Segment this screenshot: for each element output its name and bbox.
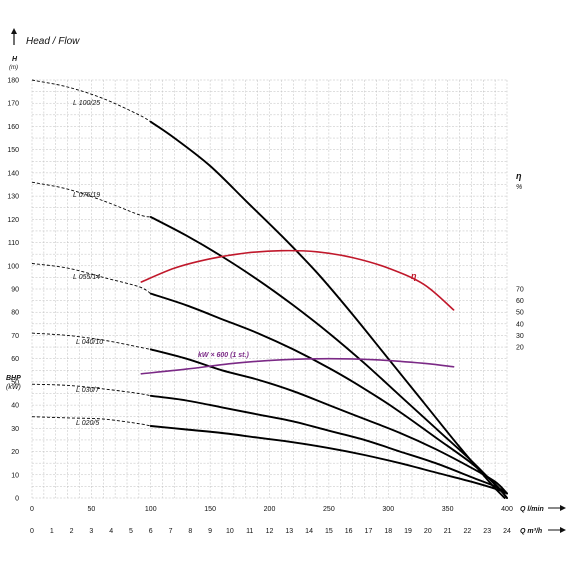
series-4-line <box>149 394 508 495</box>
x2-tick-label: 10 <box>226 528 234 535</box>
tick-labels: 0102030405060708090100110120130140150160… <box>7 78 524 536</box>
x-tick-label: 400 <box>501 506 513 513</box>
series-4-shutoff-line <box>31 383 151 397</box>
efficiency-tick-label: 40 <box>516 321 524 328</box>
y-axis-label: H <box>12 56 18 63</box>
y-tick-label: 40 <box>11 403 19 410</box>
series-2-shutoff-line <box>31 263 152 294</box>
x-tick-label: 0 <box>30 506 34 513</box>
x2-tick-label: 12 <box>266 528 274 535</box>
y-tick-label: 170 <box>7 101 19 108</box>
grid <box>31 79 508 499</box>
curves <box>31 79 508 499</box>
label-l100-25: L 100/25 <box>73 100 100 107</box>
y-tick-label: 30 <box>11 426 19 433</box>
x2-tick-label: 20 <box>424 528 432 535</box>
x-axis-arrow-icon <box>548 505 566 511</box>
label-l030-7: L 030/7 <box>76 387 100 394</box>
x-tick-label: 200 <box>264 506 276 513</box>
efficiency-axis-label: η <box>516 171 522 181</box>
y-tick-label: 150 <box>7 147 19 154</box>
x-tick-label: 100 <box>145 506 157 513</box>
bhp-axis-label: BHP <box>6 375 21 382</box>
bhp-axis-unit: (kW) <box>6 384 21 391</box>
y-tick-label: 90 <box>11 287 19 294</box>
x-tick-label: 50 <box>87 506 95 513</box>
y-tick-label: 50 <box>11 379 19 386</box>
series-6-line <box>140 249 455 311</box>
series-0-line <box>149 120 506 499</box>
x2-tick-label: 23 <box>483 528 491 535</box>
y-tick-label: 100 <box>7 263 19 270</box>
x-axis-label-lmin: Q l/min <box>520 506 544 513</box>
y-tick-label: 130 <box>7 194 19 201</box>
y-tick-label: 120 <box>7 217 19 224</box>
efficiency-tick-label: 30 <box>516 333 524 340</box>
y-tick-label: 160 <box>7 124 19 131</box>
y-tick-label: 110 <box>8 240 19 247</box>
chart-title: Head / Flow <box>26 36 80 47</box>
x2-tick-label: 1 <box>50 528 54 535</box>
x-axis-label-m3h: Q m³/h <box>520 528 542 535</box>
label-power: kW × 600 (1 st.) <box>198 352 249 359</box>
label-l075-19: L 075/19 <box>73 192 100 199</box>
series-1-shutoff-line <box>31 181 151 218</box>
x2-tick-label: 3 <box>89 528 93 535</box>
efficiency-tick-label: 60 <box>516 298 524 305</box>
efficiency-axis-unit: % <box>516 184 522 191</box>
x-tick-label: 300 <box>382 506 394 513</box>
x-tick-label: 150 <box>204 506 216 513</box>
x2-tick-label: 9 <box>208 528 212 535</box>
label-l020-5: L 020/5 <box>76 420 99 427</box>
x2-tick-label: 19 <box>404 528 412 535</box>
series-1-line <box>149 216 508 499</box>
x2-tick-label: 24 <box>503 528 511 535</box>
efficiency-tick-label: 20 <box>516 345 524 352</box>
efficiency-tick-label: 70 <box>516 287 524 294</box>
y-tick-label: 140 <box>7 170 19 177</box>
x2-tick-label: 5 <box>129 528 133 535</box>
x2-tick-label: 4 <box>109 528 113 535</box>
x2-tick-label: 11 <box>246 528 253 535</box>
x2-tick-label: 0 <box>30 528 34 535</box>
x2-tick-label: 22 <box>464 528 472 535</box>
series-7-line <box>140 357 455 375</box>
series-3-shutoff-line <box>31 332 151 350</box>
x2-tick-label: 8 <box>188 528 192 535</box>
y-tick-label: 60 <box>11 356 19 363</box>
efficiency-tick-label: 50 <box>516 310 524 317</box>
x2-axis-arrow-icon <box>548 527 566 533</box>
x2-tick-label: 15 <box>325 528 333 535</box>
y-tick-label: 0 <box>15 496 19 503</box>
series-2-line <box>149 292 508 499</box>
series-5-line <box>149 425 508 495</box>
y-tick-label: 70 <box>11 333 19 340</box>
x2-tick-label: 7 <box>169 528 173 535</box>
x2-tick-label: 17 <box>365 528 373 535</box>
label-l040-10: L 040/10 <box>76 339 103 346</box>
title-arrow-icon <box>11 28 17 45</box>
x2-tick-label: 18 <box>384 528 392 535</box>
label-efficiency: η <box>411 271 417 281</box>
series-3-line <box>149 348 508 495</box>
x-tick-label: 250 <box>323 506 335 513</box>
label-l055-14: L 055/14 <box>73 274 100 281</box>
x2-tick-label: 16 <box>345 528 353 535</box>
y-axis-unit: (m) <box>9 65 18 71</box>
x2-tick-label: 14 <box>305 528 313 535</box>
y-tick-label: 10 <box>11 472 19 479</box>
y-tick-label: 80 <box>11 310 19 317</box>
x2-tick-label: 6 <box>149 528 153 535</box>
x2-tick-label: 13 <box>285 528 293 535</box>
y-tick-label: 180 <box>7 78 19 85</box>
x2-tick-label: 21 <box>444 528 452 535</box>
x2-tick-label: 2 <box>70 528 74 535</box>
y-tick-label: 20 <box>11 449 19 456</box>
series-5-shutoff-line <box>31 416 151 427</box>
x-tick-label: 350 <box>442 506 454 513</box>
